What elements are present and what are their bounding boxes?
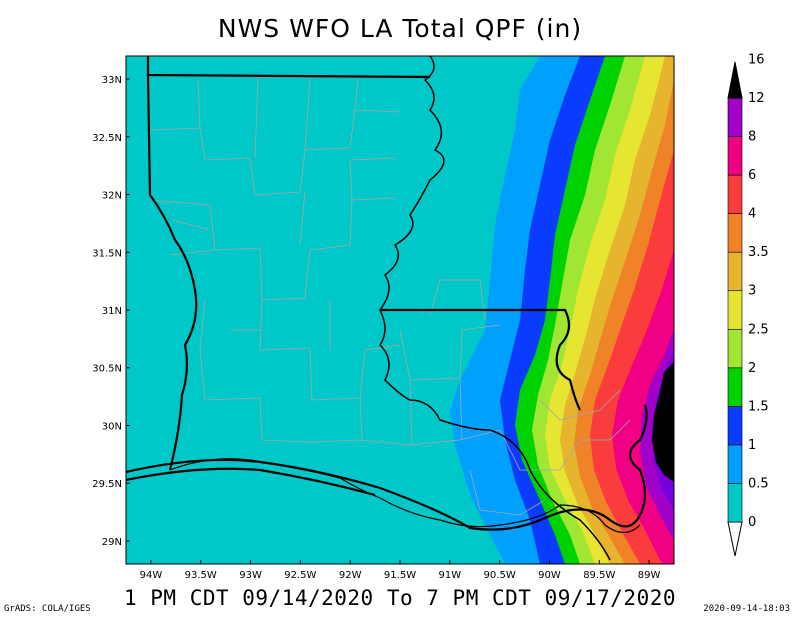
colorbar: 0 0.5 1 1.5 2 2.5 3 3.5 4 6 8 12 16 — [727, 52, 769, 557]
lon-tick-label: 93.5W — [185, 570, 217, 581]
colorbar-label: 12 — [748, 91, 765, 106]
colorbar-label: 6 — [748, 168, 756, 183]
lon-tick-label: 90W — [538, 570, 561, 581]
colorbar-label: 16 — [748, 52, 765, 67]
lon-tick-label: 94W — [140, 570, 163, 581]
colorbar-swatch — [727, 367, 743, 407]
latitude-axis: 33N 32.5N 32N 31.5N 31N 30.5N 30N 29.5N 29N — [92, 75, 130, 548]
lon-tick-label: 89W — [638, 570, 661, 581]
colorbar-arrow-high — [727, 61, 743, 99]
lat-tick-label: 33N — [102, 75, 122, 86]
colorbar-label: 2.5 — [748, 322, 769, 337]
colorbar-swatch — [727, 328, 743, 369]
colorbar-label: 0.5 — [748, 476, 769, 491]
colorbar-label: 3.5 — [748, 245, 769, 260]
lat-tick-label: 29N — [102, 537, 122, 548]
lat-tick-label: 32.5N — [92, 133, 122, 144]
run-timestamp: 2020-09-14-18:03 — [703, 604, 790, 614]
lon-tick-label: 92.5W — [284, 570, 316, 581]
colorbar-arrow-low — [727, 521, 743, 557]
valid-period: 1 PM CDT 09/14/2020 To 7 PM CDT 09/17/20… — [123, 586, 676, 610]
colorbar-swatch — [727, 483, 743, 523]
longitude-axis: 94W 93.5W 93W 92.5W 92W 91.5W 91W 90.5W 90W 89.5W… — [140, 560, 661, 581]
colorbar-swatch — [727, 251, 743, 292]
lon-tick-label: 91W — [439, 570, 462, 581]
lat-tick-label: 31N — [102, 306, 122, 317]
state-boundaries — [126, 56, 648, 531]
coastline — [169, 458, 641, 534]
colorbar-swatch — [727, 444, 743, 484]
grads-credit: GrADS: COLA/IGES — [4, 604, 91, 614]
band-16-plus — [652, 362, 674, 482]
colorbar-label: 1.5 — [748, 399, 769, 414]
lat-tick-label: 30.5N — [92, 364, 122, 375]
lat-tick-label: 31.5N — [92, 248, 122, 259]
colorbar-swatch — [727, 290, 743, 330]
precip-shading — [126, 56, 674, 564]
colorbar-label: 4 — [748, 207, 756, 222]
lat-tick-label: 32N — [102, 191, 122, 202]
lon-tick-label: 93W — [239, 570, 262, 581]
colorbar-label: 3 — [748, 284, 756, 299]
map-title: NWS WFO LA Total QPF (in) — [217, 14, 583, 43]
lon-tick-label: 91.5W — [384, 570, 416, 581]
lon-tick-label: 92W — [339, 570, 362, 581]
colorbar-swatch — [727, 136, 743, 176]
colorbar-label: 2 — [748, 361, 756, 376]
colorbar-swatch — [727, 213, 743, 253]
colorbar-label: 1 — [748, 438, 756, 453]
parish-boundaries — [149, 77, 631, 516]
lon-tick-label: 90.5W — [484, 570, 516, 581]
colorbar-label: 0 — [748, 515, 756, 530]
colorbar-swatch — [727, 406, 743, 446]
lon-tick-label: 89.5W — [583, 570, 615, 581]
lat-tick-label: 30N — [102, 421, 122, 432]
lat-tick-label: 29.5N — [92, 479, 122, 490]
colorbar-label: 8 — [748, 130, 756, 145]
colorbar-swatch — [727, 174, 743, 214]
colorbar-swatch — [727, 97, 743, 137]
